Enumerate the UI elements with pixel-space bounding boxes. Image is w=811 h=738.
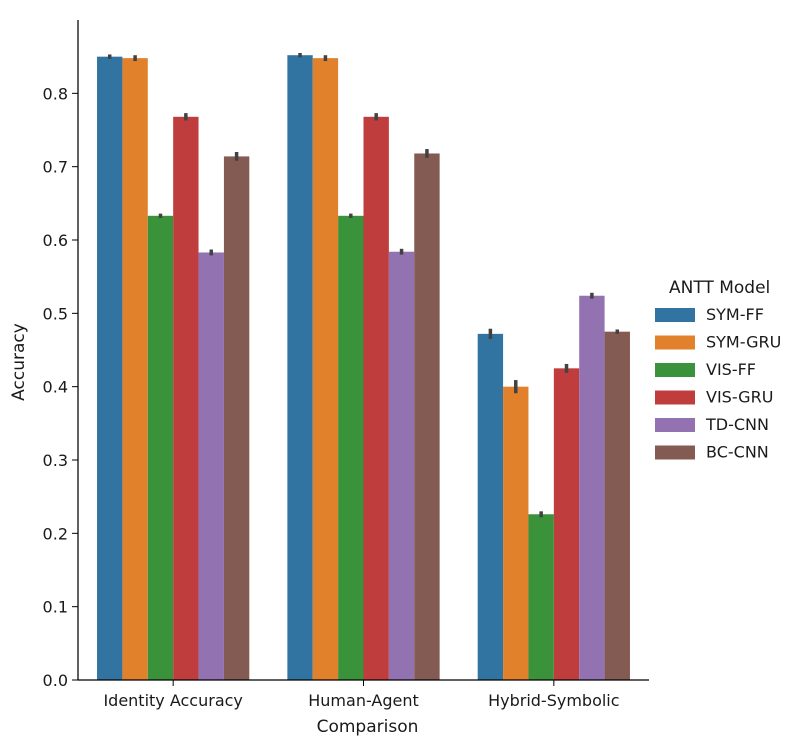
bar-bc-cnn-1 [414,153,440,680]
legend-swatch-vis-ff [655,363,695,377]
legend-swatch-sym-ff [655,308,695,322]
legend-label-bc-cnn: BC-CNN [706,443,769,462]
bar-vis-ff-2 [528,514,554,680]
x-tick-label: Identity Accuracy [103,691,242,710]
bar-vis-gru-2 [553,368,580,680]
bar-vis-gru-0 [173,116,199,681]
bar-sym-gru-0 [122,58,148,680]
legend-label-sym-ff: SYM-FF [706,305,764,324]
bar-sym-gru-2 [503,386,529,680]
y-tick-label: 0.5 [43,304,68,323]
x-tick-label: Hybrid-Symbolic [488,691,619,710]
legend-label-sym-gru: SYM-GRU [706,333,781,352]
legend-label-vis-gru: VIS-GRU [706,388,773,407]
bar-bc-cnn-2 [604,331,630,680]
legend-title: ANTT Model [669,278,770,298]
legend-swatch-td-cnn [655,418,695,432]
bar-sym-ff-1 [287,55,313,680]
bar-vis-gru-1 [363,116,389,681]
y-tick-label: 0.0 [43,671,68,690]
bar-sym-ff-2 [477,333,504,680]
bar-td-cnn-2 [579,295,605,680]
bar-sym-gru-1 [312,58,339,680]
y-axis-label: Accuracy [9,323,29,401]
y-tick-label: 0.2 [43,524,68,543]
bar-vis-ff-1 [338,215,364,681]
legend-swatch-bc-cnn [655,445,695,460]
x-tick-label: Human-Agent [308,691,418,710]
y-tick-label: 0.6 [43,231,68,250]
y-tick-label: 0.3 [43,451,68,470]
legend-label-td-cnn: TD-CNN [705,415,769,434]
bar-td-cnn-1 [388,251,415,680]
bar-bc-cnn-0 [223,156,250,680]
legend-swatch-vis-gru [655,390,695,405]
x-axis-label: Comparison [317,717,419,737]
legend-swatch-sym-gru [655,335,695,350]
y-tick-label: 0.4 [43,378,68,397]
bar-sym-ff-0 [97,56,123,680]
legend-label-vis-ff: VIS-FF [706,360,756,379]
y-tick-label: 0.8 [43,84,68,103]
y-tick-label: 0.1 [43,598,68,617]
bar-vis-ff-0 [147,215,174,681]
bar-td-cnn-0 [198,252,224,680]
y-tick-label: 0.7 [43,158,68,177]
